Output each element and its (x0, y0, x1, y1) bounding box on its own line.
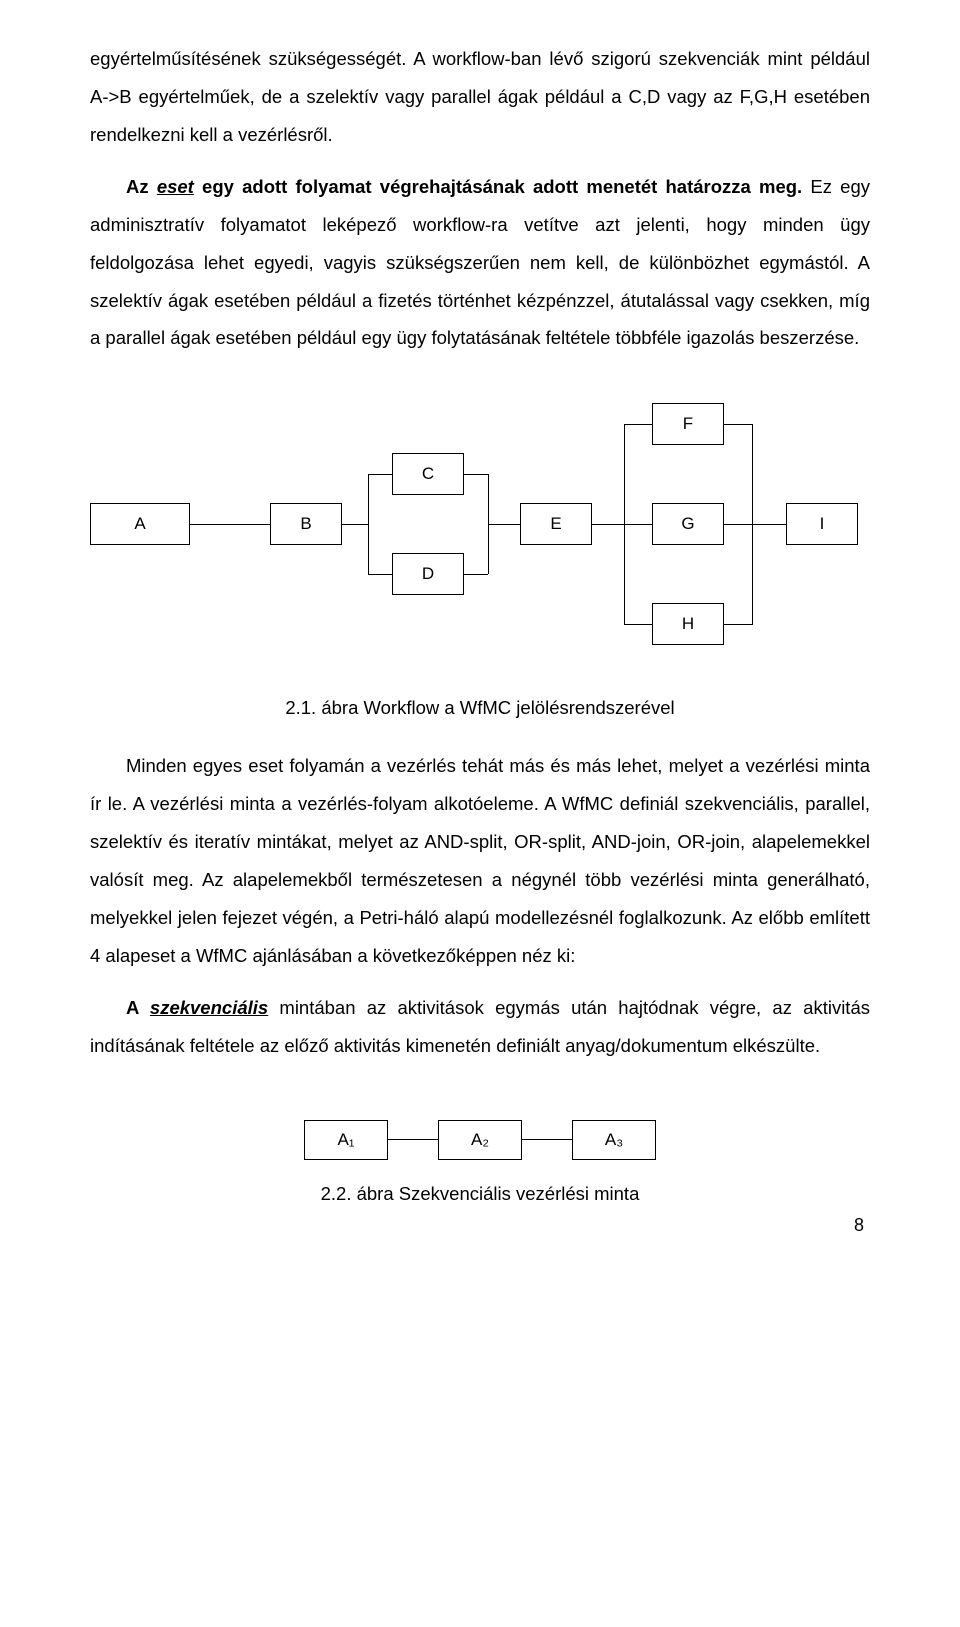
p2-pre: Az eset egy adott folyamat végrehajtásán… (90, 176, 870, 349)
workflow-edge (342, 524, 368, 525)
workflow-node-c: C (392, 453, 464, 495)
workflow-edge (464, 474, 488, 475)
workflow-edge (190, 524, 270, 525)
workflow-node-i: I (786, 503, 858, 545)
workflow-node-f: F (652, 403, 724, 445)
p4-pre-text: A (126, 997, 150, 1018)
figure-2-2: A₁ A₂ A₃ 2.2. ábra Szekvenciális vezérlési… (90, 1115, 870, 1205)
workflow-edge (624, 624, 652, 625)
sequence-edge (522, 1139, 572, 1140)
workflow-edge (724, 524, 752, 525)
workflow-node-a: A (90, 503, 190, 545)
workflow-edge (464, 574, 488, 575)
paragraph-3: Minden egyes eset folyamán a vezérlés te… (90, 747, 870, 975)
figure-2-2-caption: 2.2. ábra Szekvenciális vezérlési minta (90, 1183, 870, 1205)
workflow-node-h: H (652, 603, 724, 645)
document-page: egyértelműsítésének szükségességét. A wo… (0, 0, 960, 1276)
workflow-node-g: G (652, 503, 724, 545)
p2-eset-text: eset (157, 176, 194, 197)
p2-mid-text: egy adott folyamat végrehajtásának adott… (194, 176, 802, 197)
paragraph-3-text: Minden egyes eset folyamán a vezérlés te… (90, 755, 870, 966)
paragraph-1-text: egyértelműsítésének szükségességét. A wo… (90, 48, 870, 145)
figure-2-2-canvas: A₁ A₂ A₃ (290, 1115, 670, 1165)
sequence-node-3: A₃ (572, 1120, 656, 1160)
page-number: 8 (90, 1215, 870, 1236)
workflow-edge (724, 624, 752, 625)
workflow-edge (368, 474, 392, 475)
workflow-edge (488, 524, 520, 525)
sequence-edge (388, 1139, 438, 1140)
p2-rest-text: Ez egy adminisztratív folyamatot leképez… (90, 176, 870, 349)
workflow-node-d: D (392, 553, 464, 595)
workflow-edge (724, 424, 752, 425)
figure-2-1-canvas: A B C D E F G H I (90, 393, 870, 663)
workflow-edge (624, 424, 652, 425)
paragraph-1: egyértelműsítésének szükségességét. A wo… (90, 40, 870, 154)
workflow-edge (368, 574, 392, 575)
p2-pre-text: Az (126, 176, 157, 197)
sequence-node-2: A₂ (438, 1120, 522, 1160)
paragraph-4: A szekvenciális mintában az aktivitások … (90, 989, 870, 1065)
figure-2-1-caption: 2.1. ábra Workflow a WfMC jelölésrendsze… (90, 697, 870, 719)
paragraph-2: Az eset egy adott folyamat végrehajtásán… (90, 168, 870, 358)
p4-szekv-text: szekvenciális (150, 997, 268, 1018)
workflow-edge (624, 524, 652, 525)
workflow-edge (592, 524, 624, 525)
sequence-node-1: A₁ (304, 1120, 388, 1160)
figure-2-1: A B C D E F G H I 2.1. ábra Workflow a WfMC jelö… (90, 393, 870, 719)
workflow-node-b: B (270, 503, 342, 545)
workflow-edge (752, 524, 786, 525)
workflow-edge (368, 474, 369, 574)
workflow-node-e: E (520, 503, 592, 545)
